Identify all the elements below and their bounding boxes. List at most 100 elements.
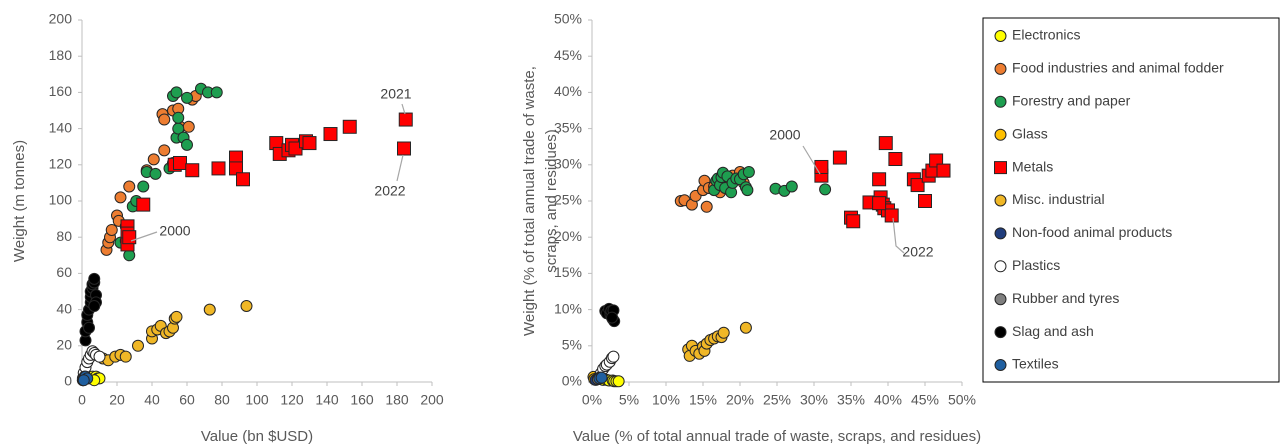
y-tick-label: 60 [56,264,72,280]
y-tick-label: 180 [49,47,73,63]
point [170,310,183,323]
point [607,350,620,363]
point [105,223,118,236]
legend-marker [994,326,1007,339]
point [717,326,730,339]
point [181,91,193,104]
point [918,194,932,208]
x-tick-label: 100 [245,392,269,408]
point [77,374,90,387]
point [884,208,899,223]
point [742,166,755,179]
point [872,172,887,187]
legend-marker [994,260,1007,273]
y-tick-label: 20% [554,228,582,244]
legend-label: Plastics [1012,257,1060,273]
point [700,200,713,213]
point [158,113,171,126]
x-tick-label: 140 [315,392,339,408]
annotation: 2022 [374,183,405,199]
point [323,127,338,142]
x-tick-label: 20 [109,392,125,408]
point [170,86,183,99]
y-axis-title: scraps, and residues) [543,129,560,272]
point [172,111,185,124]
y-axis-title: Weight (m tonnes) [11,140,28,262]
point [137,180,150,193]
y-tick-label: 160 [49,83,73,99]
point [240,299,253,312]
legend-box [982,17,1280,383]
x-tick-label: 20% [726,392,754,408]
legend-label: Non-food animal products [1012,224,1172,240]
point [342,119,357,134]
annotation-leader [892,217,905,254]
legend-label: Slag and ash [1012,323,1094,339]
x-tick-label: 5% [619,392,639,408]
point [173,155,187,170]
point [88,299,101,312]
x-tick-label: 25% [763,392,791,408]
legend-label: Glass [1012,125,1048,141]
point [397,141,411,156]
point [132,339,144,352]
point [149,167,162,180]
legend-marker [994,293,1007,306]
point [819,183,832,196]
point [182,120,195,133]
legend-marker [994,128,1007,141]
legend-marker [994,161,1007,175]
x-tick-label: 30% [800,392,828,408]
x-tick-label: 35% [837,392,865,408]
y-tick-label: 5% [562,337,582,353]
y-tick-label: 15% [554,264,582,280]
point [910,178,925,193]
point [878,136,893,151]
y-tick-label: 35% [554,119,582,135]
point [612,375,625,388]
y-tick-label: 100 [49,192,73,208]
legend-label: Misc. industrial [1012,191,1105,207]
legend-label: Rubber and tyres [1012,290,1119,306]
point [302,136,317,151]
point [83,321,95,334]
annotation: 2000 [159,223,190,239]
point [398,112,413,127]
y-tick-label: 40% [554,83,582,99]
y-tick-label: 80 [56,228,72,244]
x-tick-label: 40% [874,392,902,408]
point [88,272,101,285]
legend-marker [994,227,1007,240]
point [814,159,829,174]
legend-marker [994,95,1007,108]
x-tick-label: 0 [78,392,86,408]
point [123,249,136,262]
point [741,184,754,197]
point [122,230,137,245]
y-tick-label: 20 [56,337,72,353]
y-tick-label: 25% [554,192,582,208]
legend-marker [994,194,1007,207]
y-tick-label: 10% [554,300,582,316]
point [936,163,951,178]
annotation: 2021 [380,86,411,102]
x-tick-label: 60 [179,392,195,408]
annotation-leader [401,103,406,115]
point [832,150,847,165]
legend-label: Forestry and paper [1012,93,1131,109]
y-tick-label: 45% [554,47,582,63]
x-tick-label: 120 [280,392,304,408]
x-tick-label: 40 [144,392,160,408]
annotation-leader [130,231,158,242]
y-tick-label: 40 [56,300,72,316]
y-tick-label: 120 [49,156,73,172]
point [872,196,887,211]
annotation-leader [802,145,821,175]
point [595,371,608,384]
y-tick-label: 140 [49,119,73,135]
x-tick-label: 45% [911,392,939,408]
x-tick-label: 50% [948,392,976,408]
x-tick-label: 200 [420,392,444,408]
